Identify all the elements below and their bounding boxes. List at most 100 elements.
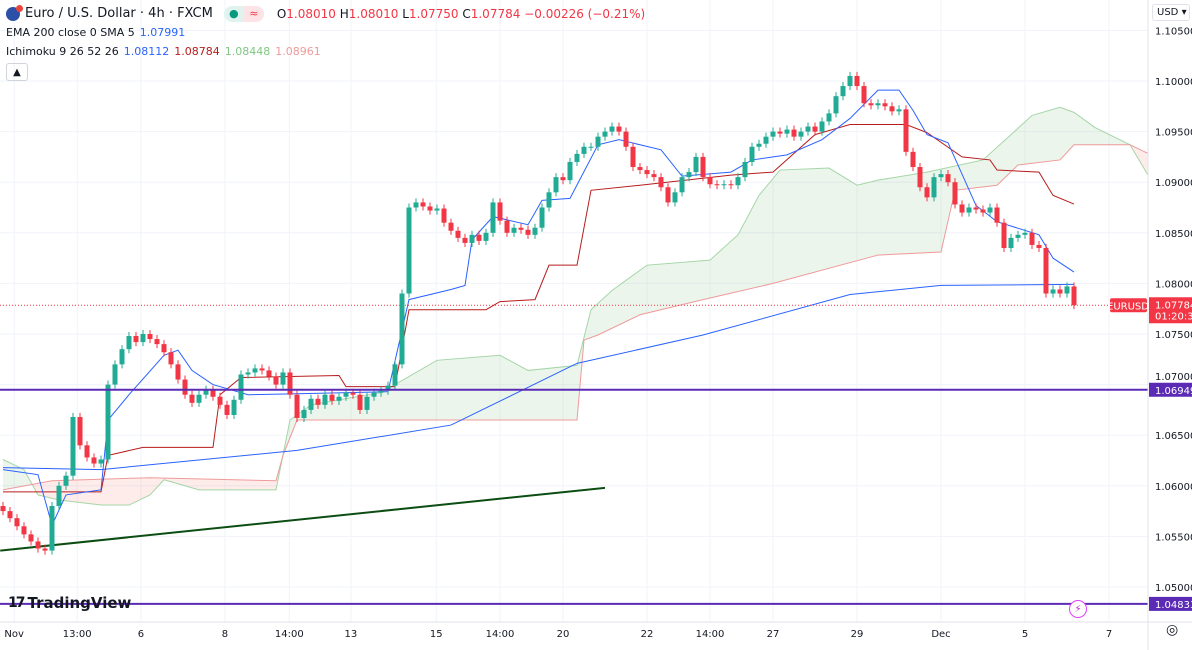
candle [476, 230, 482, 245]
cloud-segment [1000, 140, 1004, 182]
cloud-segment [258, 480, 262, 490]
cloud-segment [251, 480, 255, 490]
kijun-value: 1.08784 [174, 45, 220, 58]
candle-body [238, 374, 244, 400]
time-tick-label: 13:00 [63, 629, 92, 640]
cloud-segment [573, 365, 577, 421]
cloud-segment [626, 277, 630, 322]
cloud-segment [531, 369, 535, 421]
cloud-segment [773, 174, 777, 284]
candle-body [679, 177, 685, 193]
price-tick-label: 1.10000 [1155, 77, 1192, 88]
candle [98, 455, 104, 468]
candle-body [805, 126, 811, 132]
cloud-segment [395, 382, 399, 421]
eye-settings-icon[interactable]: ◎ [1166, 622, 1179, 638]
cloud-segment [776, 170, 780, 283]
time-tick-label: 13 [345, 629, 358, 640]
cloud-segment [220, 479, 224, 490]
symbol-label: EURUSD [1107, 301, 1149, 312]
candle [1015, 230, 1021, 242]
candle-body [693, 156, 699, 173]
candle [112, 360, 118, 389]
senkou-span-a-line [2, 106, 1148, 506]
collapse-legend-button[interactable]: ▲ [6, 63, 28, 81]
candle-body [7, 511, 13, 519]
tradingview-logo[interactable]: 17 TradingView [8, 594, 132, 612]
cloud-segment [990, 150, 994, 187]
candle-body [623, 131, 629, 147]
cloud-segment [339, 399, 343, 421]
symbol-title[interactable]: Euro / U.S. Dollar · 4h · FXCM [25, 6, 213, 21]
cloud-segment [230, 479, 234, 490]
cloud-segment [468, 357, 472, 421]
candle [973, 203, 979, 214]
cloud-segment [342, 398, 346, 421]
candle [581, 142, 587, 158]
plot-area [0, 0, 1148, 622]
tenkan-sen-line [2, 89, 1075, 527]
candle-body [651, 174, 657, 178]
candle [126, 331, 132, 354]
candle-body [322, 394, 328, 405]
candle [546, 188, 552, 212]
cloud-segment [899, 176, 903, 255]
ema-legend[interactable]: EMA 200 close 0 SMA 5 1.07991 [6, 23, 645, 42]
candle-body [637, 167, 643, 171]
cloud-segment [605, 293, 609, 332]
cloud-segment [657, 264, 661, 311]
candle-body [364, 396, 370, 410]
cloud-segment [643, 265, 647, 314]
candle [105, 380, 111, 464]
candle-body [630, 146, 636, 168]
candle-body [308, 398, 314, 410]
market-open-dot-icon: ● [223, 5, 244, 22]
cloud-segment [3, 459, 7, 490]
candle [1043, 243, 1049, 298]
cloud-segment [391, 384, 395, 421]
lightning-icon[interactable]: ⚡ [1069, 600, 1087, 618]
cloud-segment [195, 478, 199, 490]
candle-body [315, 398, 321, 405]
candle-body [105, 384, 111, 460]
candle [56, 481, 62, 511]
market-status[interactable]: ● ≈ [223, 5, 264, 22]
cloud-segment [566, 366, 570, 421]
time-tick-label: 7 [1106, 629, 1112, 640]
candle [7, 507, 13, 523]
cloud-segment [6, 461, 10, 490]
cloud-segment [965, 162, 969, 190]
candle-body [119, 349, 125, 365]
currency-selector[interactable]: USD ▾ [1152, 4, 1190, 21]
cloud-segment [1102, 130, 1106, 145]
candle-body [553, 177, 559, 193]
cloud-segment [1095, 127, 1099, 145]
candle-body [1015, 234, 1021, 238]
cloud-segment [248, 480, 252, 490]
cloud-segment [993, 147, 997, 186]
candle [868, 99, 874, 110]
cloud-segment [17, 466, 21, 488]
candle [196, 390, 202, 407]
candle [448, 218, 454, 235]
candle [609, 122, 615, 136]
cloud-segment [587, 309, 591, 339]
cloud-segment [741, 221, 745, 291]
candle-body [819, 121, 825, 132]
cloud-segment [199, 478, 203, 490]
candle [483, 228, 489, 245]
candle-body [567, 161, 573, 181]
candle [14, 514, 20, 531]
chevron-down-icon: ▾ [1181, 7, 1187, 18]
horizontal-line-label: 1.04833 [1155, 600, 1192, 611]
candle [770, 127, 776, 141]
candle [749, 142, 755, 167]
cloud-segment [426, 364, 430, 421]
ichimoku-legend[interactable]: Ichimoku 9 26 52 26 1.08112 1.08784 1.08… [6, 42, 645, 61]
cloud-segment [1074, 112, 1078, 145]
cloud-segment [1018, 125, 1022, 165]
cloud-segment [832, 170, 836, 268]
candle [742, 157, 748, 182]
candle [441, 204, 447, 227]
